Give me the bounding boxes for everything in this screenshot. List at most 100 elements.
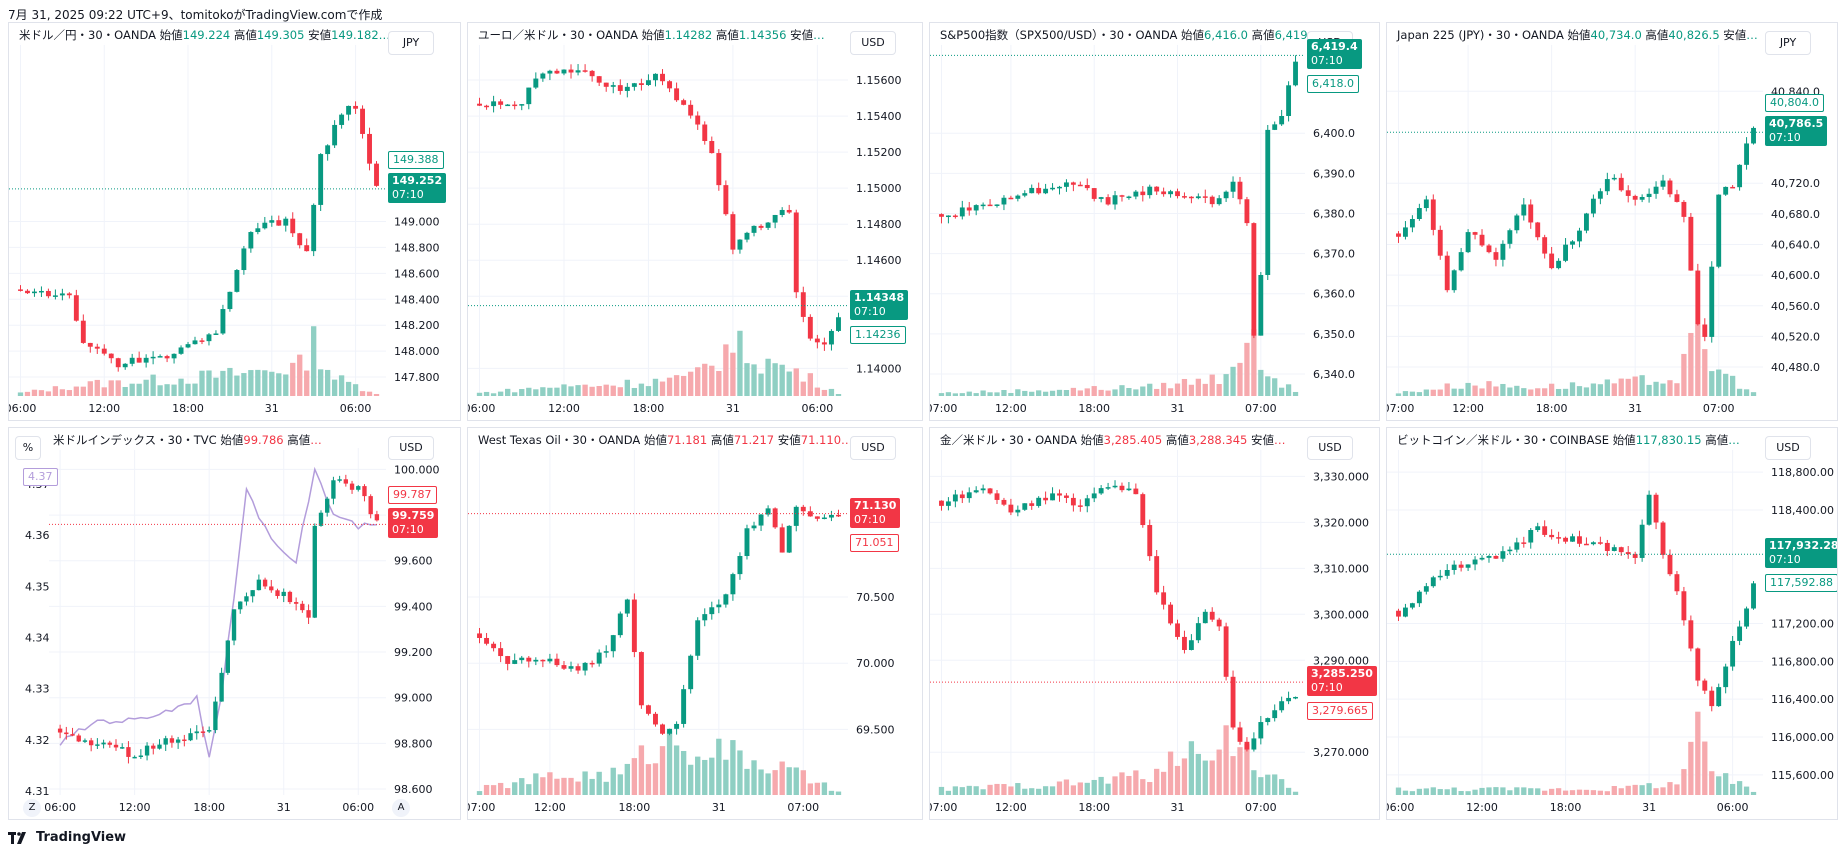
x-tick-label: 07:00: [468, 801, 495, 814]
candle-body: [1209, 196, 1215, 205]
candle-body: [660, 724, 665, 734]
candle-body: [194, 731, 199, 734]
candle-body: [1479, 234, 1485, 246]
candle-body: [1409, 603, 1415, 608]
candle: [169, 735, 175, 748]
volume-bar: [1430, 787, 1436, 795]
auto-scale-toggle[interactable]: Z: [23, 799, 41, 817]
candle-body: [1667, 554, 1673, 575]
candle: [660, 723, 665, 735]
volume-bar: [730, 740, 736, 795]
volume-bar: [793, 368, 799, 396]
candle: [1458, 561, 1464, 572]
volume-bar: [1542, 388, 1548, 396]
volume-bar: [1493, 386, 1499, 396]
candle-body: [1286, 85, 1292, 116]
candle-body: [1695, 270, 1701, 325]
candle-body: [702, 124, 708, 142]
volume-bar: [695, 367, 701, 396]
auto-fit-toggle[interactable]: A: [392, 799, 410, 817]
open-label: 始値: [1080, 433, 1104, 447]
symbol-name: West Texas Oil・30・OANDA: [478, 433, 641, 447]
candle-body: [300, 603, 305, 611]
candle-body: [772, 214, 778, 223]
currency-button[interactable]: JPY: [388, 31, 434, 55]
volume-bar: [1223, 374, 1229, 396]
currency-button[interactable]: USD: [1765, 436, 1811, 460]
x-tick-label: 31: [712, 801, 726, 814]
low-label: 安値: [790, 28, 814, 42]
volume-bar: [497, 391, 504, 396]
candle: [113, 739, 119, 751]
chart-panel[interactable]: 149.000 148.800 148.600 148.400 148.200 148.0…: [8, 22, 461, 421]
candle-body: [171, 353, 177, 359]
chart-panel[interactable]: 6,400.0 6,390.0 6,380.0 6,370.0 6,360.0 6,350…: [929, 22, 1380, 421]
volume-bar: [1022, 788, 1028, 795]
candle-body: [624, 599, 630, 614]
candle-body: [1126, 488, 1132, 491]
candle: [596, 649, 602, 667]
volume-bar: [45, 391, 52, 396]
currency-button[interactable]: USD: [850, 31, 896, 55]
candle: [1730, 185, 1736, 189]
currency-button[interactable]: USD: [850, 436, 896, 460]
currency-button[interactable]: USD: [388, 436, 434, 460]
volume-bar: [786, 371, 792, 396]
volume-bar: [744, 363, 750, 396]
candle-body: [1493, 555, 1499, 559]
x-tick-label: 18:00: [1536, 402, 1568, 415]
volume-bar: [716, 738, 722, 795]
candle-body: [491, 101, 497, 107]
candle: [1403, 603, 1408, 618]
volume-bar: [1126, 387, 1132, 396]
volume-bar: [1402, 790, 1409, 795]
candle-body: [1403, 607, 1408, 617]
volume-bar: [610, 385, 616, 396]
volume-bar: [199, 370, 205, 396]
candle: [589, 660, 595, 668]
chart-panel[interactable]: 100.00099.80099.60099.40099.20099.00098.…: [8, 427, 461, 820]
percent-scale-button[interactable]: %: [15, 436, 41, 460]
y-tick-label: 100.000: [394, 463, 440, 476]
volume-bar: [1681, 769, 1687, 795]
currency-button[interactable]: JPY: [1765, 31, 1811, 55]
volume-bar: [1133, 389, 1139, 396]
candle-body: [262, 222, 268, 229]
volume-bar: [758, 769, 764, 795]
y-tick-label: 3,330.000: [1313, 470, 1369, 483]
candle-body: [356, 486, 361, 490]
chart-panel[interactable]: 40,840.0 40,720.0 40,680.0 40,640.0 40,600.0…: [1386, 22, 1838, 421]
volume-bar: [1535, 388, 1541, 396]
candle-body: [800, 292, 806, 317]
left-price-label: 4.37: [23, 468, 58, 486]
candle: [150, 351, 156, 365]
candle: [151, 743, 156, 755]
candle: [1514, 537, 1520, 553]
chart-panel[interactable]: 70.500 70.000 69.500 07:00 12:00 18:00 31 07:00…: [467, 427, 923, 820]
secondary-price-label: 117,592.88: [1765, 574, 1837, 593]
candle-body: [786, 525, 792, 553]
candle: [1147, 184, 1153, 199]
chart-panel[interactable]: 1.15600 1.15400 1.15200 1.15000 1.14800 1.146…: [467, 22, 923, 421]
volume-bar: [533, 773, 539, 795]
volume-bar: [1618, 378, 1624, 396]
candle: [526, 655, 532, 668]
volume-bar: [1084, 388, 1090, 396]
candle-body: [554, 658, 560, 666]
y-tick-label: 99.400: [394, 600, 433, 613]
volume-bar: [1514, 385, 1520, 396]
candle: [1396, 608, 1401, 621]
candle: [256, 574, 262, 591]
volume-bar: [241, 373, 247, 396]
volume-bar: [490, 785, 497, 795]
volume-bar: [652, 763, 659, 795]
candle: [1064, 493, 1069, 504]
candle-body: [603, 651, 609, 653]
volume-bar: [723, 344, 729, 396]
chart-panel[interactable]: 3,330.000 3,320.000 3,310.000 3,300.000 3,29…: [929, 427, 1380, 820]
volume-bar: [786, 767, 792, 795]
currency-button[interactable]: USD: [1307, 436, 1353, 460]
candle-body: [1472, 559, 1478, 565]
candle-body: [638, 83, 644, 85]
chart-panel[interactable]: 118,800.00 118,400.00 117,200.00 116,800.00…: [1386, 427, 1838, 820]
